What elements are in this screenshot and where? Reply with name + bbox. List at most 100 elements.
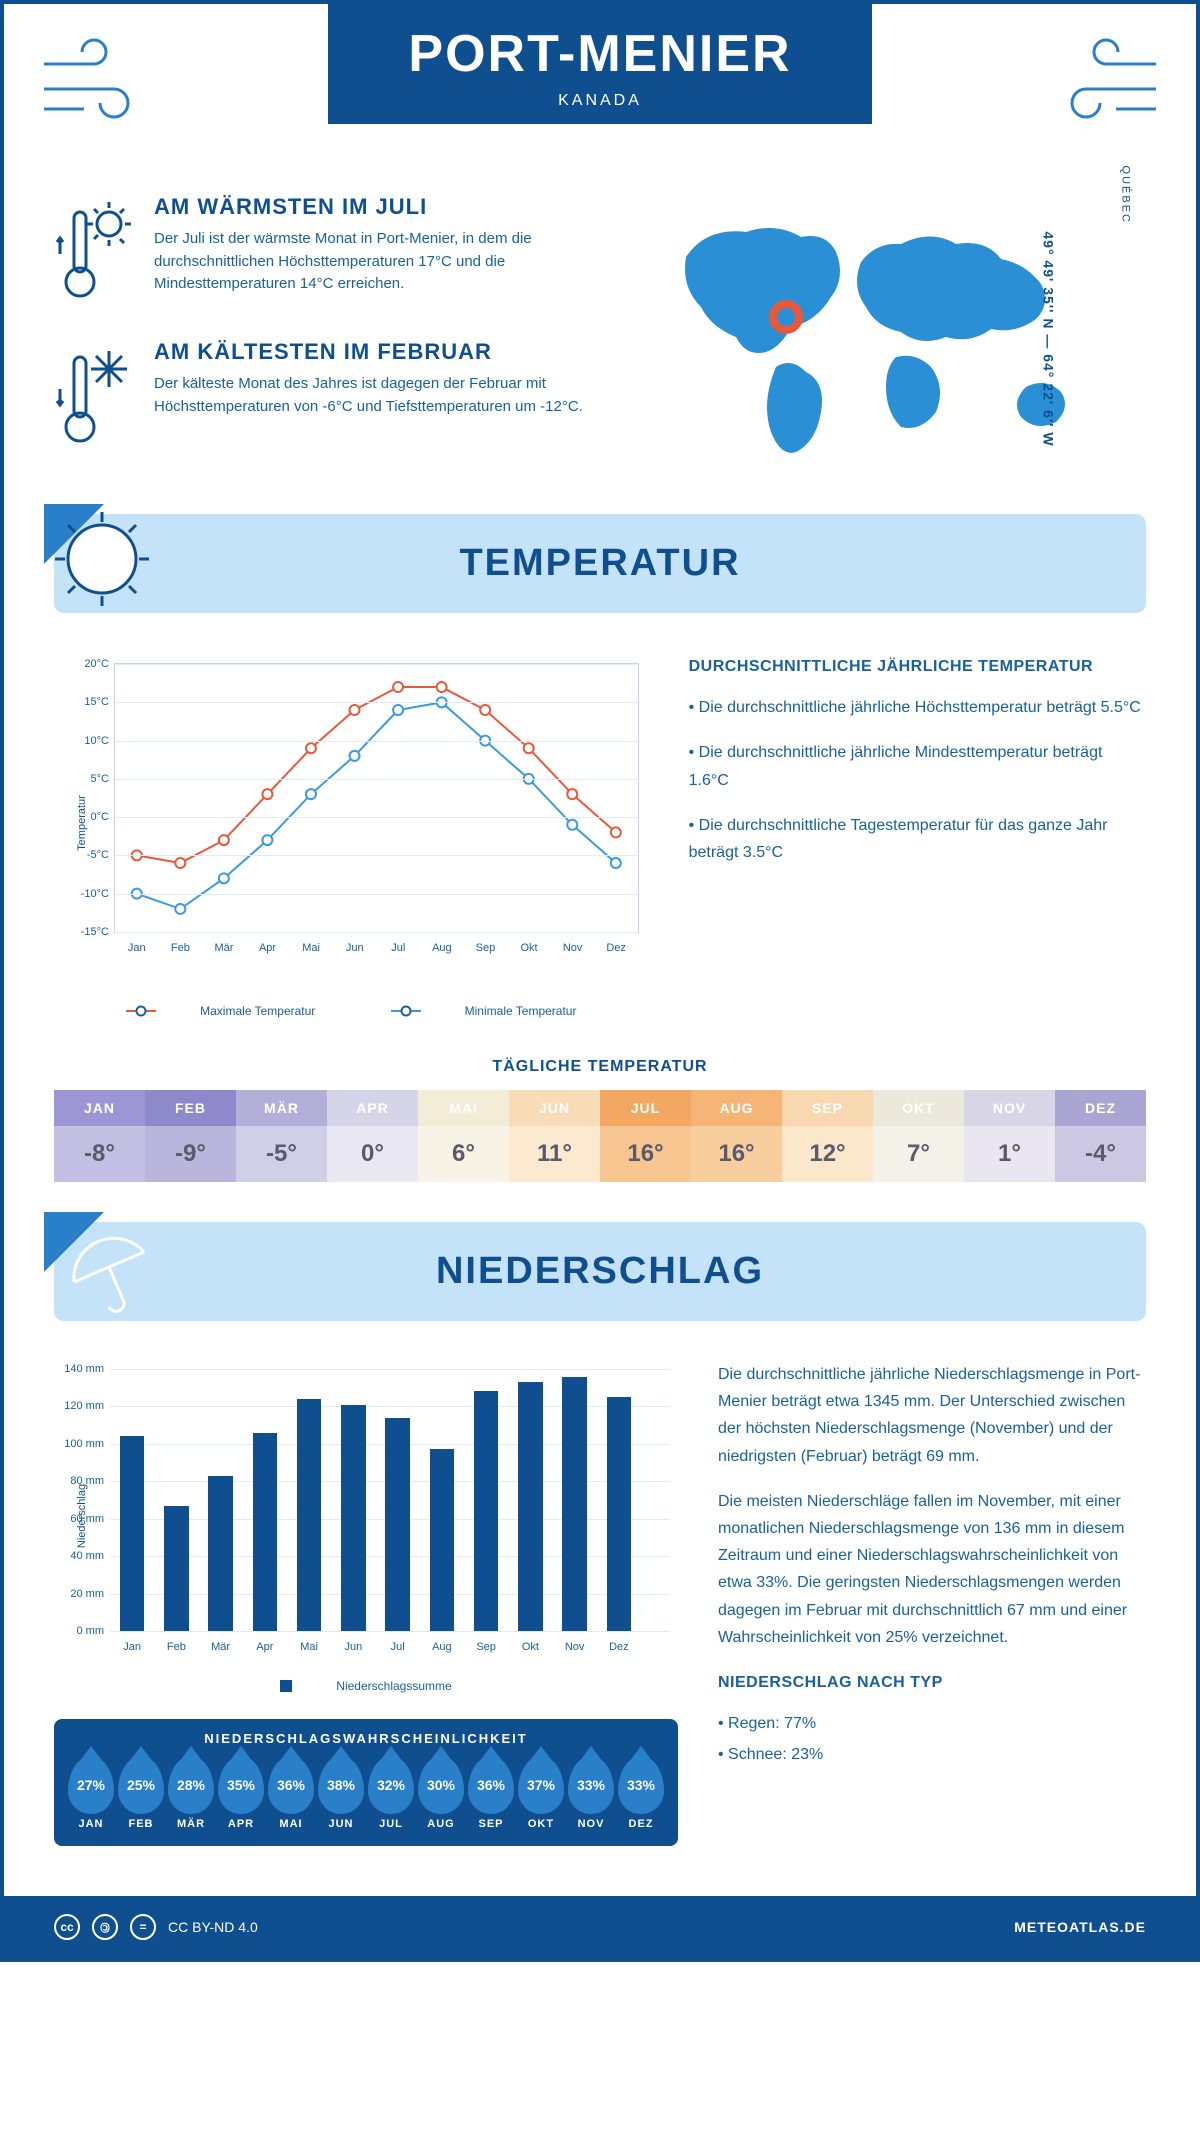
annual-temp-b1: • Die durchschnittliche jährliche Höchst… (689, 694, 1146, 721)
wind-decoration-left (34, 34, 154, 134)
fact-coldest-title: AM KÄLTESTEN IM FEBRUAR (154, 339, 584, 365)
temp-plot-area: -15°C-10°C-5°C0°C5°C10°C15°C20°CJanFebMä… (114, 663, 639, 933)
precip-bar (120, 1436, 144, 1631)
annual-temp-b3: • Die durchschnittliche Tagestemperatur … (689, 812, 1146, 866)
fact-warmest-text: AM WÄRMSTEN IM JULI Der Juli ist der wär… (154, 194, 584, 309)
temp-cell: SEP12° (782, 1090, 873, 1182)
precip-bar (385, 1418, 409, 1631)
legend-min: Minimale Temperatur (465, 1004, 577, 1018)
annual-temp-b2: • Die durchschnittliche jährliche Mindes… (689, 739, 1146, 793)
daily-temp-title: TÄGLICHE TEMPERATUR (4, 1058, 1196, 1076)
daily-temp-table: JAN-8°FEB-9°MÄR-5°APR0°MAI6°JUN11°JUL16°… (54, 1090, 1146, 1182)
temp-cell: NOV1° (964, 1090, 1055, 1182)
fact-coldest: AM KÄLTESTEN IM FEBRUAR Der kälteste Mon… (54, 339, 585, 454)
fact-coldest-body: Der kälteste Monat des Jahres ist dagege… (154, 373, 584, 418)
footer-license: cc 🄯 = CC BY-ND 4.0 (54, 1914, 258, 1940)
temp-cell: JUL16° (600, 1090, 691, 1182)
precip-drop: 35%APR (218, 1756, 264, 1830)
temp-cell: MAI6° (418, 1090, 509, 1182)
temperature-line-chart: Temperatur -15°C-10°C-5°C0°C5°C10°C15°C2… (54, 653, 649, 993)
precip-drop: 37%OKT (518, 1756, 564, 1830)
precip-drop: 36%SEP (468, 1756, 514, 1830)
precip-text-2: Die meisten Niederschläge fallen im Nove… (718, 1488, 1146, 1651)
precip-drop: 33%DEZ (618, 1756, 664, 1830)
fact-warmest-title: AM WÄRMSTEN IM JULI (154, 194, 584, 220)
footer: cc 🄯 = CC BY-ND 4.0 METEOATLAS.DE (4, 1896, 1196, 1958)
precip-drop: 30%AUG (418, 1756, 464, 1830)
footer-site: METEOATLAS.DE (1014, 1919, 1146, 1935)
temperature-heading: TEMPERATUR (74, 542, 1126, 585)
location-title: PORT-MENIER (408, 24, 791, 84)
precip-type-2: • Schnee: 23% (718, 1741, 1146, 1768)
precip-probability-panel: NIEDERSCHLAGSWAHRSCHEINLICHKEIT 27%JAN25… (54, 1719, 678, 1846)
nd-icon: = (130, 1914, 156, 1940)
precip-bar (164, 1506, 188, 1631)
temp-cell: APR0° (327, 1090, 418, 1182)
precip-drop: 36%MAI (268, 1756, 314, 1830)
legend-max: Maximale Temperatur (200, 1004, 315, 1018)
precip-banner: NIEDERSCHLAG (54, 1222, 1146, 1321)
precip-chart-col: Niederschlag 0 mm20 mm40 mm60 mm80 mm100… (54, 1361, 678, 1846)
cc-icon: cc (54, 1914, 80, 1940)
fact-warmest: AM WÄRMSTEN IM JULI Der Juli ist der wär… (54, 194, 585, 309)
temp-cell: AUG16° (691, 1090, 782, 1182)
precip-legend-label: Niederschlagssumme (336, 1679, 451, 1693)
temperature-chart-col: Temperatur -15°C-10°C-5°C0°C5°C10°C15°C2… (54, 653, 649, 1018)
precip-bar (253, 1433, 277, 1631)
title-banner: PORT-MENIER KANADA (328, 4, 871, 124)
precip-row: Niederschlag 0 mm20 mm40 mm60 mm80 mm100… (4, 1321, 1196, 1866)
temp-cell: FEB-9° (145, 1090, 236, 1182)
temperature-row: Temperatur -15°C-10°C-5°C0°C5°C10°C15°C2… (4, 613, 1196, 1038)
thermometer-sun-icon (54, 194, 134, 309)
precip-type-title: NIEDERSCHLAG NACH TYP (718, 1669, 1146, 1696)
region-label: QUÉBEC (1119, 166, 1131, 224)
temp-cell: JAN-8° (54, 1090, 145, 1182)
page: PORT-MENIER KANADA AM WÄRMSTEN IM JULI D… (0, 0, 1200, 1962)
precip-legend: Niederschlagssumme (54, 1671, 678, 1695)
map-column: QUÉBEC 49° 49' 35'' N — 64° 22' 6'' W (615, 194, 1146, 484)
by-icon: 🄯 (92, 1914, 118, 1940)
temperature-banner: TEMPERATUR (54, 514, 1146, 613)
precip-prob-drops: 27%JAN25%FEB28%MÄR35%APR36%MAI38%JUN32%J… (68, 1756, 664, 1830)
annual-temp-title: DURCHSCHNITTLICHE JÄHRLICHE TEMPERATUR (689, 653, 1146, 680)
precip-bar-chart: Niederschlag 0 mm20 mm40 mm60 mm80 mm100… (54, 1361, 678, 1671)
world-map-icon (656, 207, 1106, 472)
precip-bar (607, 1397, 631, 1631)
precip-bar (518, 1382, 542, 1631)
precip-plot-area: 0 mm20 mm40 mm60 mm80 mm100 mm120 mm140 … (110, 1369, 670, 1631)
temp-cell: OKT7° (873, 1090, 964, 1182)
precip-drop: 25%FEB (118, 1756, 164, 1830)
temperature-text-col: DURCHSCHNITTLICHE JÄHRLICHE TEMPERATUR •… (689, 653, 1146, 1018)
wind-decoration-right (1046, 34, 1166, 134)
precip-text-col: Die durchschnittliche jährliche Niedersc… (718, 1361, 1146, 1846)
precip-drop: 32%JUL (368, 1756, 414, 1830)
umbrella-icon (44, 1212, 164, 1332)
thermometer-snow-icon (54, 339, 134, 454)
precip-text-1: Die durchschnittliche jährliche Niedersc… (718, 1361, 1146, 1470)
temp-cell: JUN11° (509, 1090, 600, 1182)
temp-cell: MÄR-5° (236, 1090, 327, 1182)
precip-type-1: • Regen: 77% (718, 1710, 1146, 1737)
precip-heading: NIEDERSCHLAG (74, 1250, 1126, 1293)
precip-drop: 27%JAN (68, 1756, 114, 1830)
coordinates: 49° 49' 35'' N — 64° 22' 6'' W (1040, 231, 1056, 446)
intro-row: AM WÄRMSTEN IM JULI Der Juli ist der wär… (4, 194, 1196, 514)
sun-icon (44, 504, 164, 624)
precip-drop: 28%MÄR (168, 1756, 214, 1830)
precip-drop: 38%JUN (318, 1756, 364, 1830)
precip-bar (341, 1405, 365, 1631)
location-subtitle: KANADA (408, 92, 791, 110)
fact-coldest-text: AM KÄLTESTEN IM FEBRUAR Der kälteste Mon… (154, 339, 584, 454)
precip-bar (297, 1399, 321, 1631)
precip-bar (208, 1476, 232, 1631)
precip-prob-title: NIEDERSCHLAGSWAHRSCHEINLICHKEIT (68, 1731, 664, 1746)
fact-warmest-body: Der Juli ist der wärmste Monat in Port-M… (154, 228, 584, 296)
temp-cell: DEZ-4° (1055, 1090, 1146, 1182)
temp-legend: Maximale Temperatur Minimale Temperatur (54, 993, 649, 1018)
license-text: CC BY-ND 4.0 (168, 1919, 258, 1935)
facts-column: AM WÄRMSTEN IM JULI Der Juli ist der wär… (54, 194, 585, 484)
precip-bar (562, 1377, 586, 1632)
precip-bar (430, 1449, 454, 1631)
precip-drop: 33%NOV (568, 1756, 614, 1830)
header: PORT-MENIER KANADA (4, 4, 1196, 194)
